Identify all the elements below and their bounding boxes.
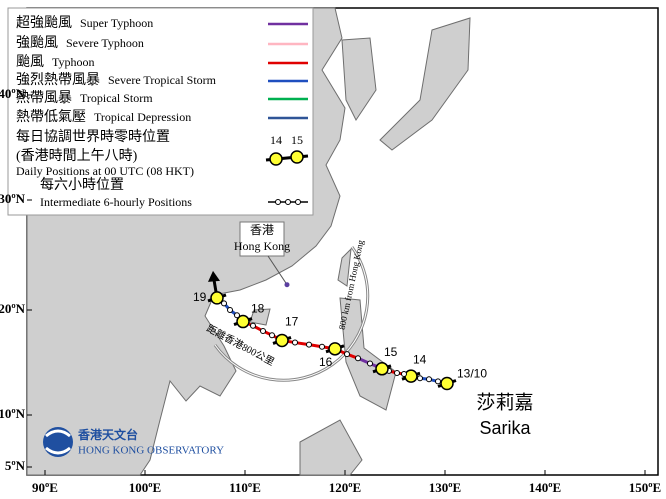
taiwan — [337, 247, 352, 287]
logo-zh: 香港天文台 — [77, 427, 138, 442]
lat-tick-label: 20ºN — [0, 301, 26, 316]
six-hourly-position — [426, 376, 432, 383]
lon-tick-label: 120ºE — [329, 480, 361, 495]
lon-tick-label: 130ºE — [429, 480, 461, 495]
legend-label-en: Tropical Depression — [94, 110, 191, 124]
legend-label-en: Severe Typhoon — [66, 36, 144, 50]
legend-daily-marker — [290, 150, 304, 164]
legend-six-marker — [275, 199, 281, 205]
legend-label-en: Typhoon — [52, 55, 95, 69]
legend-label-zh: 颱風 — [16, 54, 44, 70]
lon-tick-label: 140ºE — [529, 480, 561, 495]
storm-name-en: Sarika — [479, 418, 531, 438]
daily-position — [236, 314, 250, 329]
legend-label-en: Super Typhoon — [80, 16, 153, 30]
daily-label: 15 — [384, 345, 398, 359]
six-hourly-position — [234, 312, 240, 319]
six-hourly-position — [306, 341, 312, 348]
logo-swirl — [45, 429, 71, 455]
legend-label-en: Tropical Storm — [80, 91, 153, 105]
lon-tick-label: 110ºE — [229, 480, 261, 495]
lat-tick-label: 5ºN — [5, 458, 26, 473]
lon-tick-label: 150ºE — [629, 480, 661, 495]
daily-label: 13/10 — [457, 367, 487, 381]
daily-position — [275, 333, 289, 348]
legend-six-marker — [295, 199, 301, 205]
legend-label-en: Severe Tropical Storm — [108, 73, 217, 87]
legend-daily-zh2: (香港時間上午八時) — [16, 148, 138, 164]
legend-six-zh: 每六小時位置 — [40, 177, 124, 193]
korea — [341, 37, 377, 121]
six-hourly-position — [250, 322, 256, 329]
six-hourly-position — [344, 351, 350, 358]
daily-position — [440, 376, 454, 391]
daily-position — [328, 342, 342, 356]
hong-kong-en: Hong Kong — [234, 239, 290, 253]
philippines — [339, 297, 397, 411]
daily-position — [375, 362, 389, 376]
six-hourly-position — [394, 370, 400, 376]
lon-tick-label: 100ºE — [129, 480, 161, 495]
legend-label-zh: 超強颱風 — [16, 15, 72, 31]
daily-position — [210, 291, 224, 305]
hong-kong-callout: 香港 Hong Kong — [234, 221, 290, 288]
legend-six-marker — [285, 199, 291, 205]
logo-en: HONG KONG OBSERVATORY — [78, 445, 224, 457]
six-hourly-position — [367, 360, 373, 367]
six-hourly-position — [355, 355, 361, 362]
six-hourly-position — [260, 328, 266, 334]
six-hourly-position — [417, 375, 423, 382]
six-hourly-position — [221, 300, 227, 307]
six-hourly-position — [292, 339, 298, 346]
legend: 每日協調世界時零時位置 (香港時間上午八時) 14 15 Daily Posit… — [7, 7, 314, 216]
six-hourly-position — [319, 343, 325, 350]
legend-daily-marker — [269, 152, 283, 166]
lon-tick-label: 90ºE — [32, 480, 58, 495]
range-arc-inner — [214, 246, 369, 381]
lat-tick-label: 10ºN — [0, 406, 26, 421]
six-hourly-position — [269, 332, 275, 339]
track: 13/10 14 15 16 17 18 19 — [193, 270, 487, 391]
daily-label: 19 — [193, 290, 207, 304]
legend-daily-zh: 每日協調世界時零時位置 — [16, 129, 170, 145]
legend-label-zh: 熱帶低氣壓 — [16, 109, 86, 125]
hong-kong-marker — [284, 282, 290, 288]
daily-label: 18 — [251, 302, 265, 316]
legend-six-en: Intermediate 6-hourly Positions — [40, 195, 192, 209]
legend-daily-label: 15 — [291, 133, 303, 147]
legend-box — [7, 7, 314, 216]
legend-label-zh: 強烈熱帶風暴 — [16, 72, 100, 88]
six-hourly-position — [227, 307, 233, 313]
storm-name-zh: 莎莉嘉 — [476, 391, 533, 413]
legend-label-zh: 強颱風 — [16, 35, 58, 51]
hong-kong-box — [239, 221, 285, 257]
legend-daily-en: Daily Positions at 00 UTC (08 HKT) — [16, 164, 194, 178]
legend-label-zh: 熱帶風暴 — [16, 90, 72, 106]
daily-position — [404, 369, 418, 383]
japan — [379, 17, 471, 151]
legend-daily-label: 14 — [270, 133, 282, 147]
daily-label: 17 — [285, 315, 299, 329]
daily-label: 14 — [413, 352, 427, 366]
borneo — [299, 419, 363, 476]
lat-tick-label: 30ºN — [0, 191, 26, 206]
track-arrow-head — [208, 270, 220, 282]
hong-kong-zh: 香港 — [250, 223, 274, 237]
lat-tick-label: 40ºN — [0, 86, 26, 101]
daily-label: 16 — [319, 355, 333, 369]
six-hourly-position — [401, 371, 407, 378]
logo: 香港天文台 HONG KONG OBSERVATORY — [43, 427, 224, 457]
six-hourly-position — [435, 378, 441, 385]
hong-kong-pointer — [267, 255, 288, 285]
